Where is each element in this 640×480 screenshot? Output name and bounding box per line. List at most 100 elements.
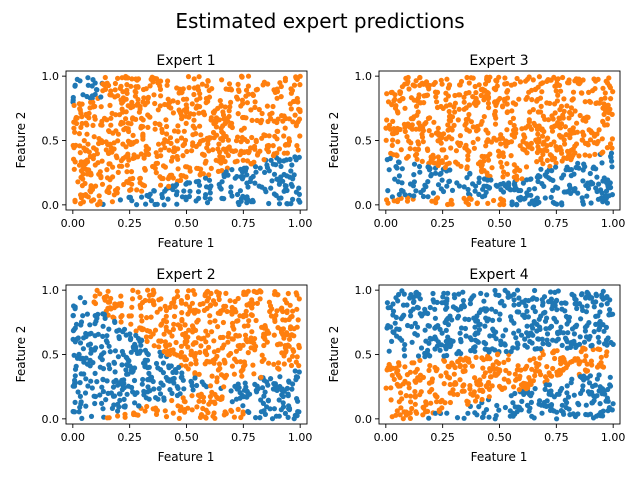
figure-suptitle: Estimated expert predictions [175, 9, 464, 33]
scatter-points [70, 287, 302, 422]
point-orange [256, 106, 262, 113]
point-orange [281, 133, 287, 139]
point-orange [582, 140, 589, 146]
point-orange [214, 375, 220, 381]
point-blue [498, 187, 504, 193]
point-blue [501, 303, 507, 309]
point-blue [250, 197, 256, 203]
point-blue [569, 339, 575, 345]
point-orange [409, 122, 415, 128]
point-blue [92, 393, 99, 400]
point-orange [175, 166, 181, 172]
point-orange [567, 135, 573, 141]
point-blue [146, 364, 152, 370]
point-orange [203, 328, 209, 334]
point-blue [389, 194, 395, 200]
point-blue [590, 400, 596, 406]
point-orange [513, 126, 519, 132]
point-orange [229, 408, 235, 414]
point-orange [443, 90, 449, 96]
point-blue [600, 199, 606, 205]
point-orange [544, 100, 550, 106]
point-orange [424, 92, 431, 98]
point-orange [161, 317, 167, 323]
point-blue [562, 335, 569, 341]
point-orange [429, 132, 435, 138]
point-orange [407, 146, 413, 152]
point-orange [501, 201, 507, 208]
point-orange [552, 110, 558, 116]
point-blue [562, 397, 568, 403]
point-blue [425, 323, 431, 329]
point-orange [213, 124, 219, 130]
point-blue [534, 296, 540, 302]
point-orange [600, 85, 606, 91]
point-orange [120, 120, 126, 126]
point-blue [594, 393, 600, 399]
point-orange [240, 366, 246, 373]
point-blue [432, 410, 438, 416]
point-blue [597, 384, 603, 390]
point-orange [558, 88, 564, 94]
point-blue [268, 376, 274, 382]
point-orange [183, 120, 189, 126]
point-blue [494, 402, 500, 409]
point-orange [218, 136, 224, 142]
point-orange [513, 101, 519, 107]
point-orange [198, 132, 204, 138]
point-orange [209, 86, 215, 92]
point-blue [123, 367, 129, 373]
point-orange [282, 345, 288, 351]
point-blue [537, 346, 544, 352]
point-orange [180, 331, 186, 338]
point-blue [284, 173, 290, 179]
point-blue [607, 307, 613, 313]
point-orange [123, 73, 129, 80]
point-orange [189, 393, 195, 399]
point-orange [539, 127, 545, 133]
point-orange [126, 140, 132, 146]
point-orange [163, 117, 169, 123]
point-orange [596, 100, 603, 106]
point-orange [604, 145, 611, 151]
point-blue [458, 325, 465, 331]
point-orange [258, 289, 264, 295]
point-blue [573, 323, 579, 330]
point-blue [139, 381, 145, 387]
point-blue [467, 170, 473, 176]
point-orange [204, 289, 210, 295]
point-orange [220, 319, 226, 326]
point-blue [107, 366, 113, 372]
point-orange [429, 198, 435, 204]
point-blue [181, 386, 187, 392]
point-orange [394, 153, 400, 159]
point-blue [550, 187, 556, 193]
x-axis-label: Feature 1 [471, 450, 528, 464]
point-orange [270, 143, 276, 149]
point-blue [597, 309, 603, 315]
point-orange [188, 361, 194, 367]
point-blue [595, 196, 602, 202]
point-blue [554, 409, 560, 415]
point-blue [92, 370, 98, 376]
point-orange [99, 118, 105, 124]
point-orange [504, 127, 510, 133]
subplot-expert-4: Expert 4 Feature 1 Feature 2 0.00 0.25 0.5… [327, 267, 625, 464]
point-blue [451, 292, 457, 298]
point-blue [77, 78, 83, 84]
point-blue [414, 304, 420, 310]
point-orange [569, 111, 575, 118]
point-blue [121, 384, 127, 391]
point-blue [158, 380, 164, 386]
point-blue [553, 164, 559, 170]
point-orange [152, 327, 159, 333]
point-orange [575, 356, 581, 362]
point-orange [405, 121, 411, 127]
point-orange [189, 407, 195, 413]
point-orange [605, 116, 611, 122]
point-blue [565, 394, 572, 400]
point-blue [99, 400, 105, 406]
point-orange [217, 334, 224, 341]
point-blue [88, 378, 94, 384]
point-orange [245, 323, 251, 329]
